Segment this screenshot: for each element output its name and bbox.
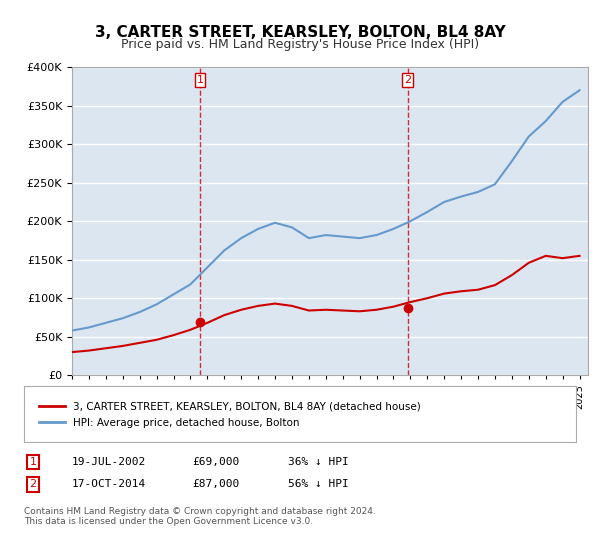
Text: 17-OCT-2014: 17-OCT-2014 <box>72 479 146 489</box>
Text: 2: 2 <box>29 479 37 489</box>
Text: 3, CARTER STREET, KEARSLEY, BOLTON, BL4 8AY: 3, CARTER STREET, KEARSLEY, BOLTON, BL4 … <box>95 25 505 40</box>
Text: 1: 1 <box>29 457 37 467</box>
Legend: 3, CARTER STREET, KEARSLEY, BOLTON, BL4 8AY (detached house), HPI: Average price: 3, CARTER STREET, KEARSLEY, BOLTON, BL4 … <box>35 397 425 432</box>
Text: £87,000: £87,000 <box>192 479 239 489</box>
Text: 19-JUL-2002: 19-JUL-2002 <box>72 457 146 467</box>
Text: 1: 1 <box>197 75 204 85</box>
Text: 56% ↓ HPI: 56% ↓ HPI <box>288 479 349 489</box>
Text: 2: 2 <box>404 75 411 85</box>
Text: 36% ↓ HPI: 36% ↓ HPI <box>288 457 349 467</box>
Text: Contains HM Land Registry data © Crown copyright and database right 2024.
This d: Contains HM Land Registry data © Crown c… <box>24 507 376 526</box>
Text: Price paid vs. HM Land Registry's House Price Index (HPI): Price paid vs. HM Land Registry's House … <box>121 38 479 51</box>
Text: £69,000: £69,000 <box>192 457 239 467</box>
